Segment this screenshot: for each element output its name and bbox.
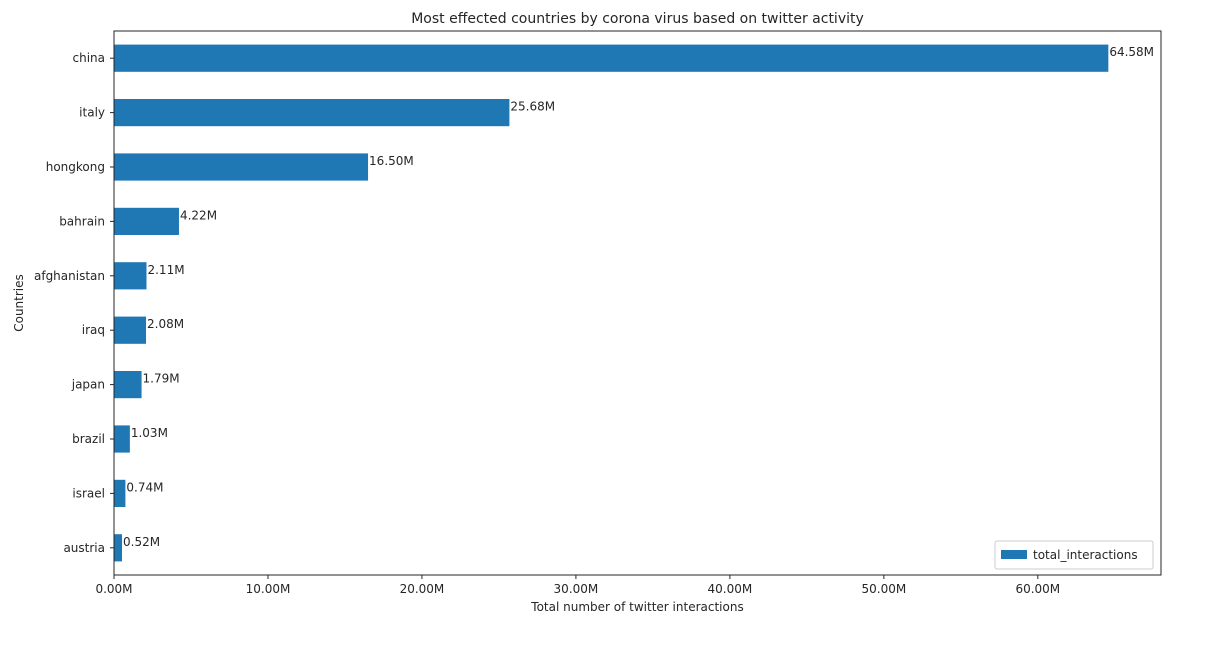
bar-afghanistan <box>114 262 147 290</box>
data-label-brazil: 1.03M <box>131 426 168 440</box>
y-tick-label-afghanistan: afghanistan <box>34 269 105 283</box>
bar-group <box>114 44 1109 562</box>
data-label-afghanistan: 2.11M <box>147 263 184 277</box>
x-tick-label: 20.00M <box>400 582 445 596</box>
x-axis-ticks: 0.00M 10.00M 20.00M 30.00M 40.00M 50.00M 60.00… <box>95 575 1060 596</box>
bar-austria <box>114 534 123 562</box>
y-tick-label-iraq: iraq <box>82 323 105 337</box>
y-axis-ticks: china italy hongkong bahrain afghanistan iraq… <box>34 51 114 555</box>
y-tick-label-italy: italy <box>79 106 105 120</box>
legend-swatch <box>1001 550 1027 559</box>
plot-frame <box>113 30 1162 576</box>
y-tick-label-israel: israel <box>72 486 105 500</box>
x-tick-label: 0.00M <box>95 582 132 596</box>
y-tick-label-brazil: brazil <box>72 432 105 446</box>
data-label-austria: 0.52M <box>123 535 160 549</box>
data-label-iraq: 2.08M <box>147 317 184 331</box>
x-tick-label: 60.00M <box>1015 582 1060 596</box>
bar-israel <box>114 479 126 507</box>
data-label-bahrain: 4.22M <box>180 208 217 222</box>
legend: total_interactions <box>994 540 1154 570</box>
x-tick-label: 30.00M <box>554 582 599 596</box>
x-tick-label: 50.00M <box>861 582 906 596</box>
x-tick-label: 10.00M <box>246 582 291 596</box>
y-tick-label-japan: japan <box>71 378 105 392</box>
data-label-israel: 0.74M <box>126 480 163 494</box>
legend-box <box>994 540 1154 570</box>
x-axis-label: Total number of twitter interactions <box>530 600 743 614</box>
legend-entry: total_interactions <box>1033 548 1138 562</box>
y-tick-label-bahrain: bahrain <box>59 214 105 228</box>
data-label-italy: 25.68M <box>510 100 555 114</box>
data-label-japan: 1.79M <box>143 372 180 386</box>
y-tick-label-hongkong: hongkong <box>46 160 105 174</box>
bar-hongkong <box>114 153 369 181</box>
x-tick-label: 40.00M <box>708 582 753 596</box>
bar-japan <box>114 371 142 399</box>
data-label-hongkong: 16.50M <box>369 154 414 168</box>
data-label-group: 64.58M 25.68M 16.50M 4.22M 2.11M 2.08M 1.79M 1.… <box>123 45 1154 549</box>
bar-italy <box>114 99 510 127</box>
y-tick-label-china: china <box>73 51 106 65</box>
y-axis-label: Countries <box>12 274 26 332</box>
bar-iraq <box>114 316 147 344</box>
bar-bahrain <box>114 207 179 235</box>
bar-china <box>114 44 1109 72</box>
bar-brazil <box>114 425 130 453</box>
chart-title: Most effected countries by corona virus … <box>411 11 864 27</box>
data-label-china: 64.58M <box>1109 45 1154 59</box>
y-tick-label-austria: austria <box>63 541 105 555</box>
